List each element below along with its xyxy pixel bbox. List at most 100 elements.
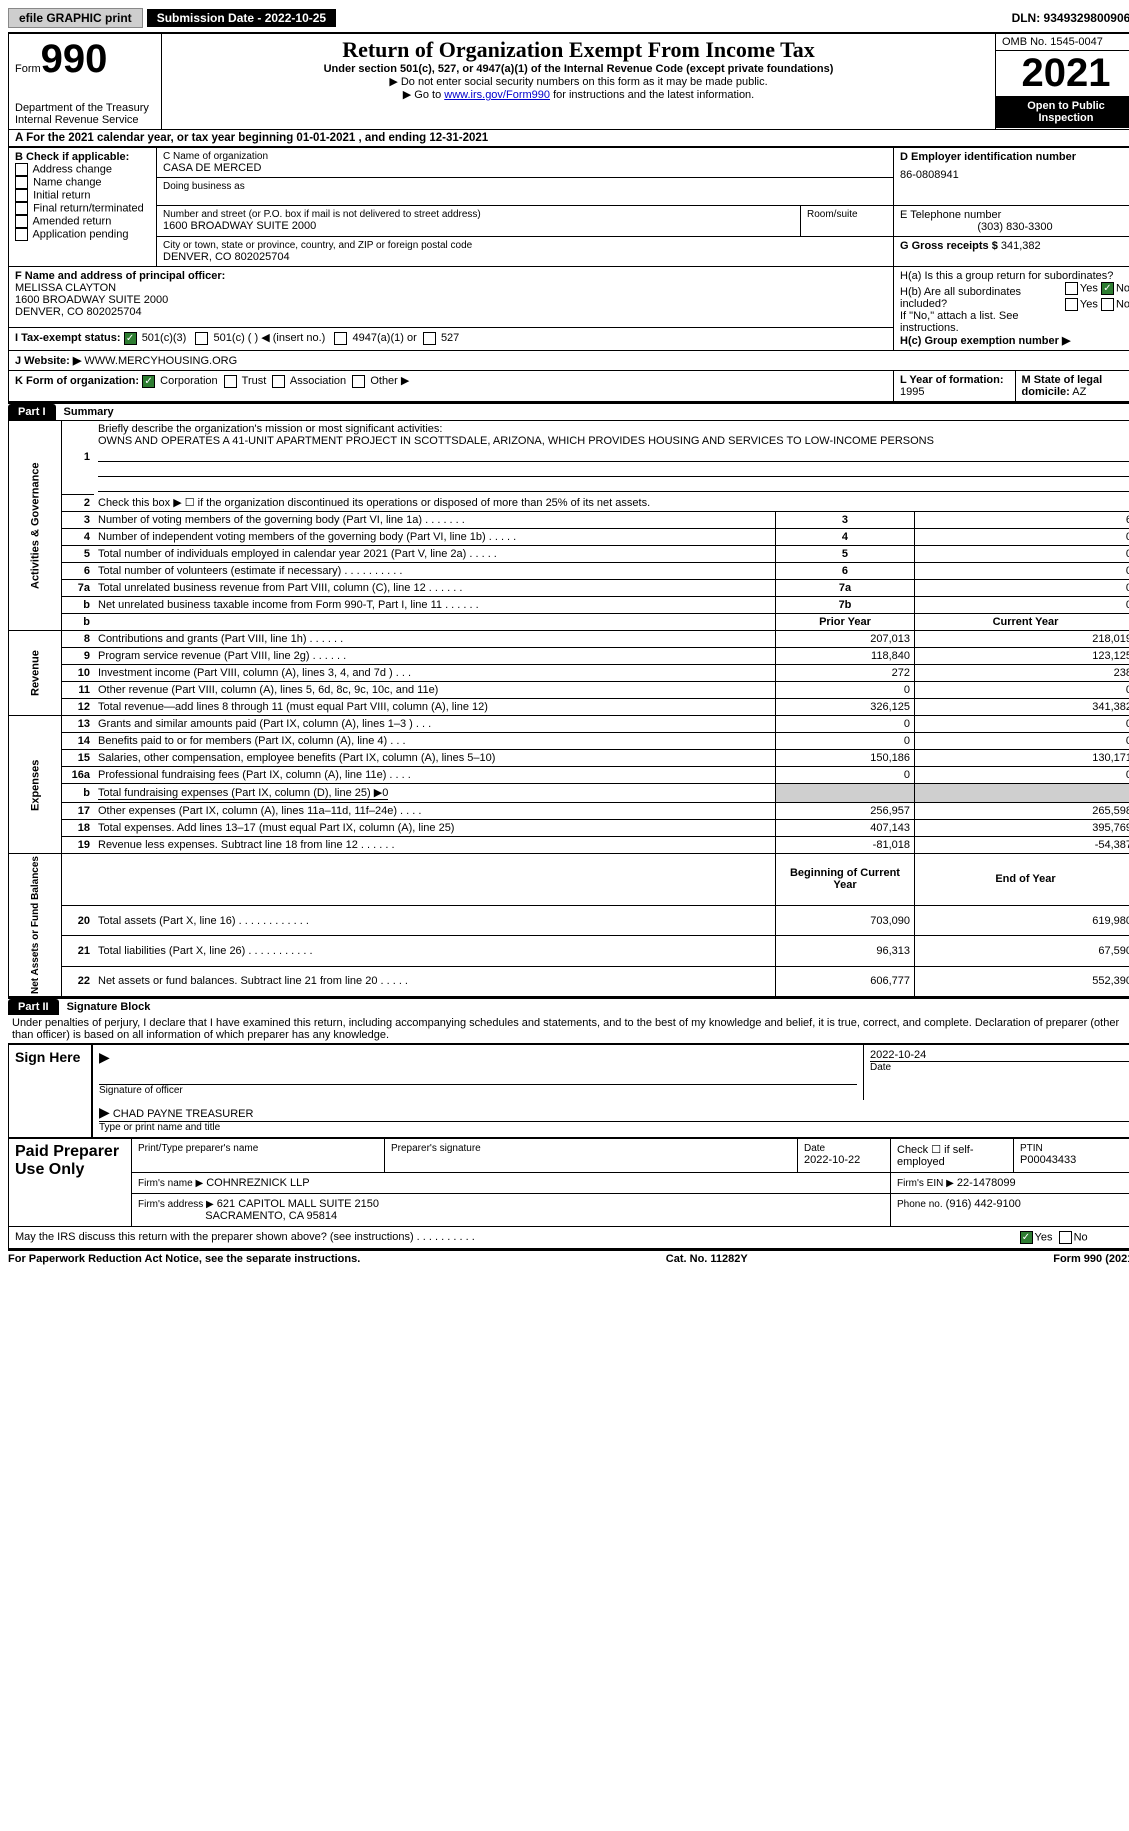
note2-prefix: ▶ Go to	[403, 89, 444, 101]
firm-name: COHNREZNICK LLP	[206, 1177, 309, 1189]
footer-mid: Cat. No. 11282Y	[666, 1253, 748, 1265]
cb-4947[interactable]	[334, 332, 347, 345]
opt-527: 527	[441, 332, 459, 344]
cb-hb-yes[interactable]	[1065, 298, 1078, 311]
side-activities: Activities & Governance	[9, 421, 62, 631]
rc9: 123,125	[914, 648, 1129, 665]
ep15: 150,186	[775, 750, 914, 767]
footer-left: For Paperwork Reduction Act Notice, see …	[8, 1253, 360, 1265]
nc22: 552,390	[914, 966, 1129, 996]
hc-label: H(c) Group exemption number ▶	[900, 334, 1129, 347]
officer-name-title: CHAD PAYNE TREASURER	[113, 1108, 254, 1120]
line2: Check this box ▶ ☐ if the organization d…	[94, 494, 1129, 512]
pending-label: Application pending	[32, 228, 128, 240]
cb-ha-no[interactable]	[1101, 282, 1114, 295]
cb-527[interactable]	[423, 332, 436, 345]
rd8: Contributions and grants (Part VIII, lin…	[94, 631, 775, 648]
cb-final-return[interactable]	[15, 202, 28, 215]
cb-address-change[interactable]	[15, 163, 28, 176]
ec19: -54,387	[914, 837, 1129, 854]
arrow-icon: ▶	[99, 1049, 110, 1065]
cb-pending[interactable]	[15, 228, 28, 241]
cb-initial-return[interactable]	[15, 189, 28, 202]
cb-hb-no[interactable]	[1101, 298, 1114, 311]
open-public: Open to Public Inspection	[996, 96, 1129, 128]
ec14: 0	[914, 733, 1129, 750]
ec17: 265,598	[914, 803, 1129, 820]
en13: 13	[62, 716, 95, 733]
cb-assoc[interactable]	[272, 375, 285, 388]
en16b: b	[62, 784, 95, 803]
cb-501c[interactable]	[195, 332, 208, 345]
footer: For Paperwork Reduction Act Notice, see …	[8, 1249, 1129, 1265]
cb-corp[interactable]	[142, 375, 155, 388]
header-table: Form990 Department of the Treasury Inter…	[8, 32, 1129, 130]
n7b: b	[62, 597, 95, 614]
form-number: 990	[41, 37, 108, 81]
efile-button[interactable]: efile GRAPHIC print	[8, 8, 143, 28]
nd21: Total liabilities (Part X, line 26) . . …	[94, 936, 775, 966]
paid-preparer-table: Paid Preparer Use Only Print/Type prepar…	[8, 1138, 1129, 1249]
side-netassets: Net Assets or Fund Balances	[9, 854, 62, 997]
top-bar: efile GRAPHIC print Submission Date - 20…	[8, 8, 1129, 28]
cb-trust[interactable]	[224, 375, 237, 388]
v7b: 0	[914, 597, 1129, 614]
omb-number: OMB No. 1545-0047	[996, 34, 1129, 51]
ep13: 0	[775, 716, 914, 733]
row-4: 4Number of independent voting members of…	[9, 529, 1129, 546]
ep16a: 0	[775, 767, 914, 784]
ptin-value: P00043433	[1020, 1154, 1129, 1166]
addr-change-label: Address change	[32, 163, 112, 175]
gross-value: 341,382	[1001, 240, 1041, 252]
part2-header: Part II	[8, 999, 59, 1015]
part1-title: Summary	[56, 404, 122, 420]
amended-label: Amended return	[32, 215, 111, 227]
begin-year-header: Beginning of Current Year	[775, 854, 914, 906]
box-b-label: B Check if applicable:	[15, 151, 150, 163]
rp9: 118,840	[775, 648, 914, 665]
paid-preparer-label: Paid Preparer Use Only	[9, 1139, 132, 1227]
note-link: ▶ Go to www.irs.gov/Form990 for instruct…	[168, 88, 989, 101]
rp12: 326,125	[775, 699, 914, 716]
ep19: -81,018	[775, 837, 914, 854]
no-label2: No	[1116, 298, 1129, 310]
cb-501c3[interactable]	[124, 332, 137, 345]
cb-name-change[interactable]	[15, 176, 28, 189]
ha-label: H(a) Is this a group return for subordin…	[900, 270, 1113, 282]
part1-header: Part I	[8, 404, 56, 420]
cb-other[interactable]	[352, 375, 365, 388]
nn22: 22	[62, 966, 95, 996]
phone-value: (303) 830-3300	[900, 221, 1129, 233]
n6: 6	[62, 563, 95, 580]
form-title: Return of Organization Exempt From Incom…	[168, 37, 989, 63]
prep-date: 2022-10-22	[804, 1154, 884, 1166]
rd10: Investment income (Part VIII, column (A)…	[94, 665, 775, 682]
rn8: 8	[62, 631, 95, 648]
officer-label: F Name and address of principal officer:	[15, 270, 887, 282]
v4: 0	[914, 529, 1129, 546]
en18: 18	[62, 820, 95, 837]
state-value: AZ	[1072, 386, 1086, 398]
phone-label: E Telephone number	[900, 209, 1129, 221]
irs-link[interactable]: www.irs.gov/Form990	[444, 89, 550, 101]
cb-ha-yes[interactable]	[1065, 282, 1078, 295]
rn9: 9	[62, 648, 95, 665]
d7b: Net unrelated business taxable income fr…	[94, 597, 775, 614]
n3: 3	[62, 512, 95, 529]
cb-discuss-yes[interactable]	[1020, 1231, 1033, 1244]
firm-ein: 22-1478099	[957, 1177, 1016, 1189]
rd12: Total revenue—add lines 8 through 11 (mu…	[94, 699, 775, 716]
info-table: B Check if applicable: Address change Na…	[8, 147, 1129, 402]
ep17: 256,957	[775, 803, 914, 820]
street-label: Number and street (or P.O. box if mail i…	[163, 209, 794, 220]
rd9: Program service revenue (Part VIII, line…	[94, 648, 775, 665]
name-label: C Name of organization	[163, 151, 887, 162]
cb-amended[interactable]	[15, 215, 28, 228]
rc8: 218,019	[914, 631, 1129, 648]
side-revenue: Revenue	[9, 631, 62, 716]
cb-discuss-no[interactable]	[1059, 1231, 1072, 1244]
v3: 6	[914, 512, 1129, 529]
firm-addr-label: Firm's address ▶	[138, 1199, 214, 1210]
initial-label: Initial return	[33, 189, 90, 201]
nd20: Total assets (Part X, line 16) . . . . .…	[94, 905, 775, 935]
